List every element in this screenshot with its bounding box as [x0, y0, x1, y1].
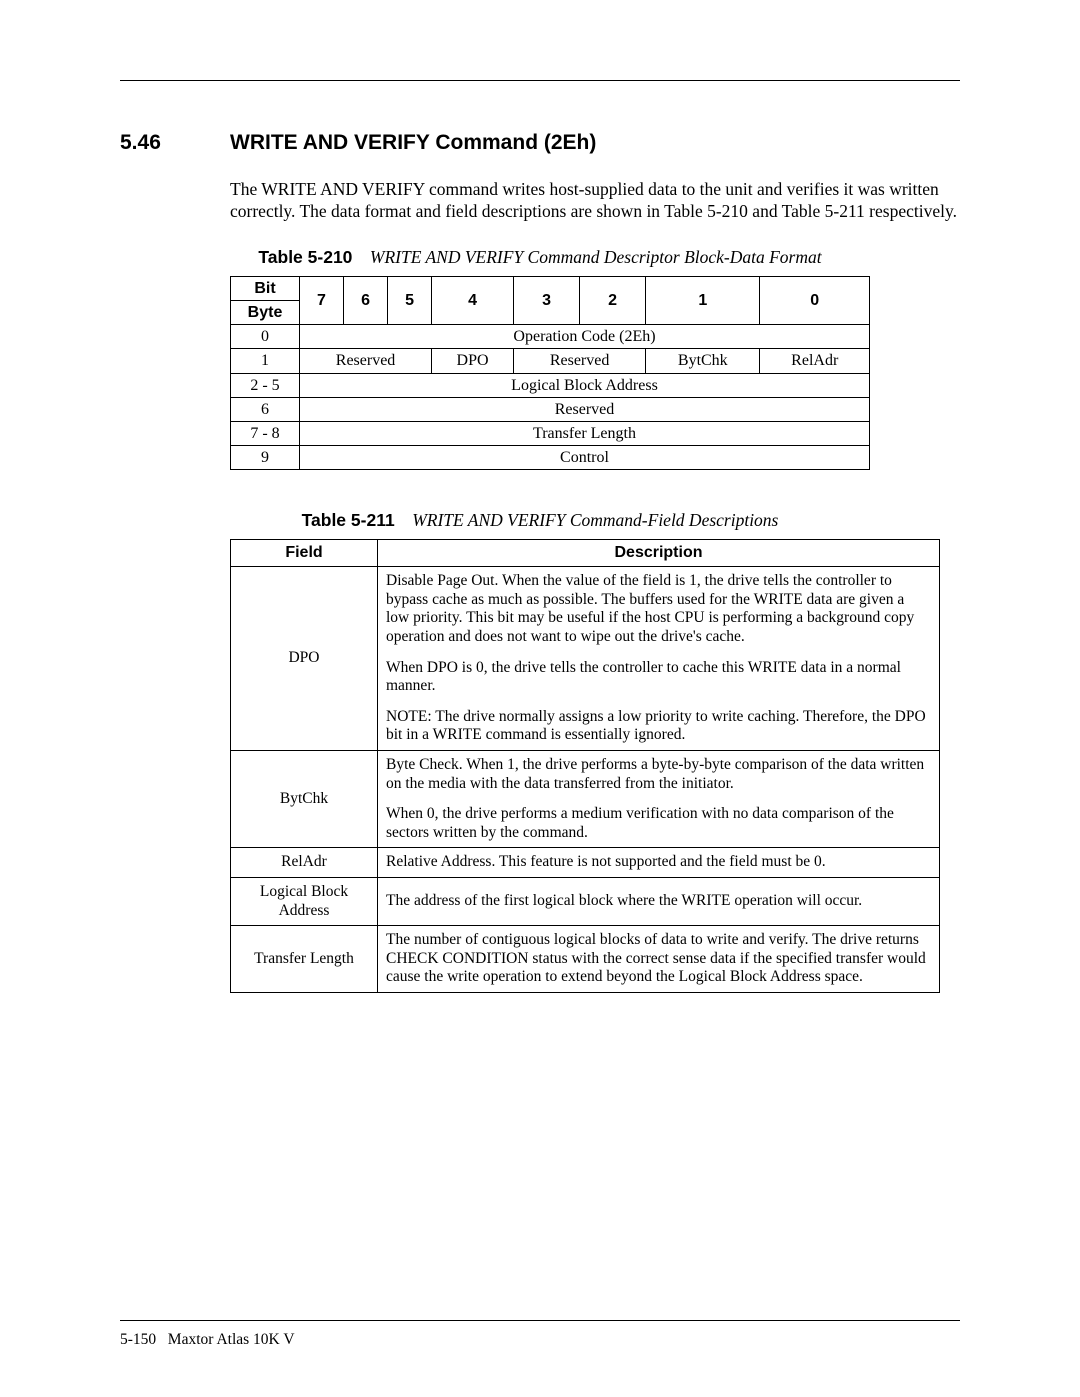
section-heading: 5.46 WRITE AND VERIFY Command (2Eh): [120, 131, 960, 155]
table-row: 0 Operation Code (2Eh): [231, 325, 870, 349]
col-description: Description: [378, 540, 940, 567]
table1-header-row1: Bit 7 6 5 4 3 2 1 0: [231, 276, 870, 300]
field-bytchk: BytChk: [231, 751, 378, 848]
desc-bytchk: Byte Check. When 1, the drive performs a…: [378, 751, 940, 848]
bit-col-4: 4: [432, 276, 514, 324]
top-rule: [120, 80, 960, 81]
byte-cell: 0: [231, 325, 300, 349]
byte-cell: 7 - 8: [231, 421, 300, 445]
table-row: 1 Reserved DPO Reserved BytChk RelAdr: [231, 349, 870, 373]
opcode-cell: Operation Code (2Eh): [300, 325, 870, 349]
table-row: Logical Block Address The address of the…: [231, 877, 940, 925]
footer: 5-150 Maxtor Atlas 10K V: [120, 1320, 960, 1349]
bit-col-2: 2: [580, 276, 646, 324]
table2-caption-label: Table 5-211: [302, 510, 395, 530]
table-row: 9 Control: [231, 446, 870, 470]
table1-caption-label: Table 5-210: [258, 247, 352, 267]
bit-col-3: 3: [514, 276, 580, 324]
bit-col-1: 1: [646, 276, 760, 324]
bytchk-cell: BytChk: [646, 349, 760, 373]
desc-dpo-p1: Disable Page Out. When the value of the …: [386, 572, 931, 646]
desc-bytchk-p2: When 0, the drive performs a medium veri…: [386, 805, 931, 842]
desc-dpo: Disable Page Out. When the value of the …: [378, 567, 940, 751]
byte-cell: 9: [231, 446, 300, 470]
lba-cell: Logical Block Address: [300, 373, 870, 397]
bit-col-7: 7: [300, 276, 344, 324]
bit-col-5: 5: [388, 276, 432, 324]
bit-label: Bit: [231, 276, 300, 300]
table1-caption-text: WRITE AND VERIFY Command Descriptor Bloc…: [370, 247, 822, 267]
table-row: RelAdr Relative Address. This feature is…: [231, 848, 940, 878]
table2-header-row: Field Description: [231, 540, 940, 567]
reladr-cell: RelAdr: [760, 349, 870, 373]
footer-doc: Maxtor Atlas 10K V: [168, 1331, 295, 1348]
reserved3-cell: Reserved: [300, 397, 870, 421]
reserved-cell: Reserved: [300, 349, 432, 373]
byte-cell: 1: [231, 349, 300, 373]
bit-col-0: 0: [760, 276, 870, 324]
desc-dpo-p3: NOTE: The drive normally assigns a low p…: [386, 708, 931, 745]
intro-paragraph: The WRITE AND VERIFY command writes host…: [230, 179, 960, 223]
footer-page: 5-150: [120, 1331, 156, 1348]
page: 5.46 WRITE AND VERIFY Command (2Eh) The …: [0, 0, 1080, 1397]
table1: Bit 7 6 5 4 3 2 1 0 Byte 0 Operation Cod…: [230, 276, 870, 471]
desc-reladr: Relative Address. This feature is not su…: [378, 848, 940, 878]
transfer-length-cell: Transfer Length: [300, 421, 870, 445]
table-row: 2 - 5 Logical Block Address: [231, 373, 870, 397]
control-cell: Control: [300, 446, 870, 470]
field-dpo: DPO: [231, 567, 378, 751]
reserved2-cell: Reserved: [514, 349, 646, 373]
table-row: 7 - 8 Transfer Length: [231, 421, 870, 445]
table-row: 6 Reserved: [231, 397, 870, 421]
section-number: 5.46: [120, 131, 230, 155]
table-row: Transfer Length The number of contiguous…: [231, 926, 940, 993]
bit-col-6: 6: [344, 276, 388, 324]
dpo-cell: DPO: [432, 349, 514, 373]
table-row: DPO Disable Page Out. When the value of …: [231, 567, 940, 751]
footer-text: 5-150 Maxtor Atlas 10K V: [120, 1331, 960, 1349]
field-lba: Logical Block Address: [231, 877, 378, 925]
desc-transfer-length: The number of contiguous logical blocks …: [378, 926, 940, 993]
desc-lba: The address of the first logical block w…: [378, 877, 940, 925]
table-row: BytChk Byte Check. When 1, the drive per…: [231, 751, 940, 848]
table2-caption: Table 5-211 WRITE AND VERIFY Command-Fie…: [120, 510, 960, 531]
byte-cell: 2 - 5: [231, 373, 300, 397]
table2: Field Description DPO Disable Page Out. …: [230, 539, 940, 993]
byte-cell: 6: [231, 397, 300, 421]
desc-dpo-p2: When DPO is 0, the drive tells the contr…: [386, 659, 931, 696]
table2-caption-text: WRITE AND VERIFY Command-Field Descripti…: [412, 510, 778, 530]
section-title: WRITE AND VERIFY Command (2Eh): [230, 131, 596, 155]
col-field: Field: [231, 540, 378, 567]
byte-label: Byte: [231, 300, 300, 324]
field-reladr: RelAdr: [231, 848, 378, 878]
table1-caption: Table 5-210 WRITE AND VERIFY Command Des…: [120, 247, 960, 268]
field-transfer-length: Transfer Length: [231, 926, 378, 993]
footer-rule: [120, 1320, 960, 1321]
desc-bytchk-p1: Byte Check. When 1, the drive performs a…: [386, 756, 931, 793]
